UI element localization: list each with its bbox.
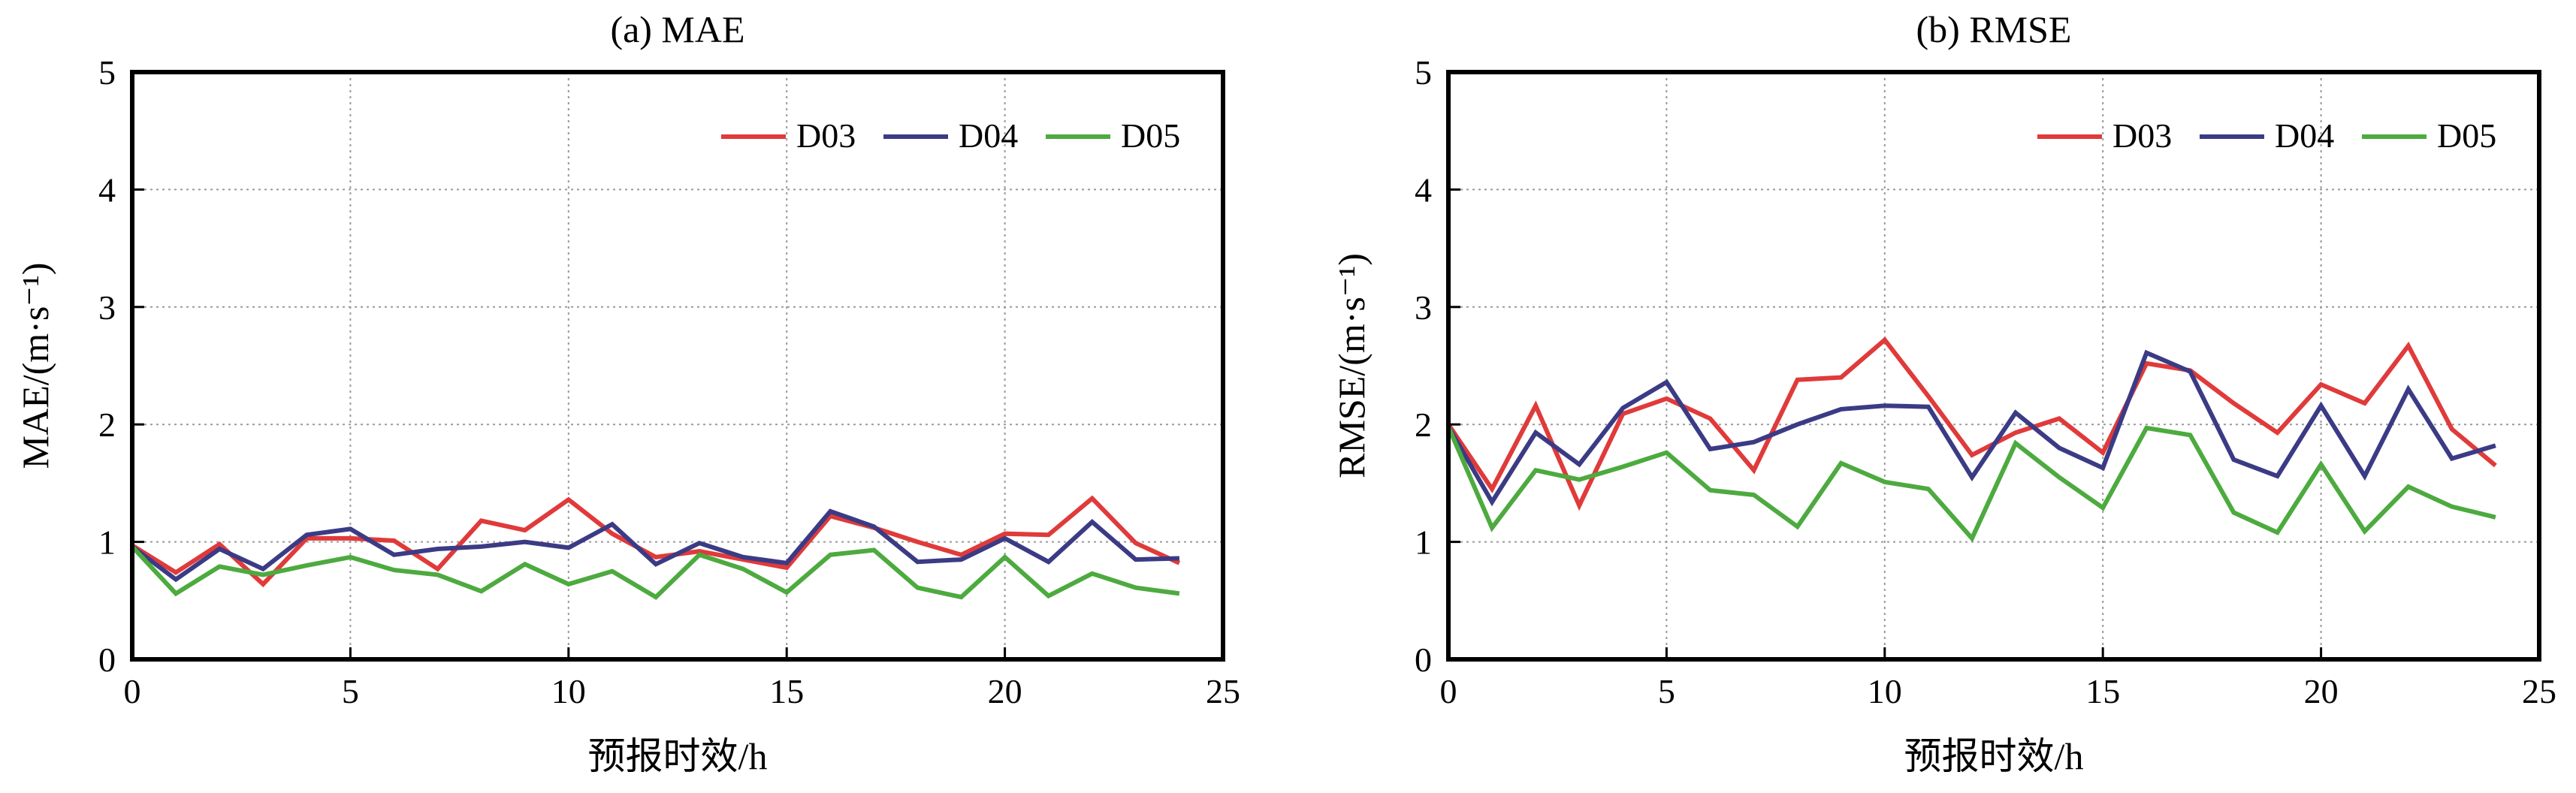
y-tick-label-rmse-0: 0 <box>1415 641 1432 679</box>
plot-frame-mae <box>130 70 1225 662</box>
x-tick-label-rmse-4: 20 <box>2304 672 2339 710</box>
x-tick-label-rmse-5: 25 <box>2522 672 2556 710</box>
x-tick-label-rmse-2: 10 <box>1868 672 1902 710</box>
panel-title-mae: (a) MAE <box>610 8 744 50</box>
panel-mae: (a) MAE 预报时效/h MAE/(m·s⁻¹) 0 5 10 15 20 25012… <box>14 8 1240 777</box>
y-axis-title-rmse: RMSE/(m·s⁻¹) <box>1330 253 1373 478</box>
y-tick-label-rmse-2: 2 <box>1415 406 1432 444</box>
y-axis-title-mae: MAE/(m·s⁻¹) <box>14 263 56 469</box>
x-axis-title-mae: 预报时效/h <box>588 735 768 777</box>
y-tick-label-mae-0: 0 <box>98 641 116 679</box>
x-tick-label-mae-0: 0 <box>124 672 141 710</box>
series-line-mae-d03 <box>131 495 1181 588</box>
x-axis-title-rmse: 预报时效/h <box>1904 735 2084 777</box>
y-tick-label-rmse-3: 3 <box>1415 288 1432 327</box>
y-tick-label-mae-2: 2 <box>98 406 116 444</box>
legend-label-mae-d05: D05 <box>1121 116 1180 155</box>
x-tick-label-rmse-1: 5 <box>1658 672 1675 710</box>
series-line-rmse-d03 <box>1446 336 2497 511</box>
legend-label-mae-d04: D04 <box>959 116 1018 155</box>
legend-label-rmse-d03: D03 <box>2112 116 2172 155</box>
series-line-mae-d04 <box>131 508 1179 583</box>
legend-label-rmse-d04: D04 <box>2275 116 2334 155</box>
legend-label-mae-d03: D03 <box>796 116 856 155</box>
y-tick-label-mae-3: 3 <box>98 288 116 327</box>
legend-label-rmse-d05: D05 <box>2437 116 2496 155</box>
panel-title-rmse: (b) RMSE <box>1916 8 2072 50</box>
x-tick-label-mae-1: 5 <box>342 672 359 710</box>
series-line-rmse-d04 <box>1446 349 2496 507</box>
y-tick-label-mae-1: 1 <box>98 523 116 562</box>
series-line-mae-d05 <box>130 544 1180 600</box>
y-tick-label-mae-5: 5 <box>98 53 116 92</box>
series-line-rmse-d05 <box>1446 425 2496 543</box>
x-tick-label-mae-3: 15 <box>769 672 804 710</box>
x-tick-label-mae-5: 25 <box>1206 672 1240 710</box>
y-tick-label-rmse-1: 1 <box>1415 523 1432 562</box>
x-tick-label-rmse-3: 15 <box>2085 672 2120 710</box>
y-tick-label-rmse-5: 5 <box>1415 53 1432 92</box>
y-tick-label-rmse-4: 4 <box>1415 170 1432 209</box>
panel-rmse: (b) RMSE 预报时效/h RMSE/(m·s⁻¹) 0 5 10 15 20 250… <box>1330 8 2556 777</box>
plot-frame-rmse <box>1446 70 2541 662</box>
x-tick-label-mae-4: 20 <box>988 672 1022 710</box>
x-tick-label-mae-2: 10 <box>551 672 586 710</box>
y-tick-label-mae-4: 4 <box>98 170 116 209</box>
x-tick-label-rmse-0: 0 <box>1440 672 1457 710</box>
